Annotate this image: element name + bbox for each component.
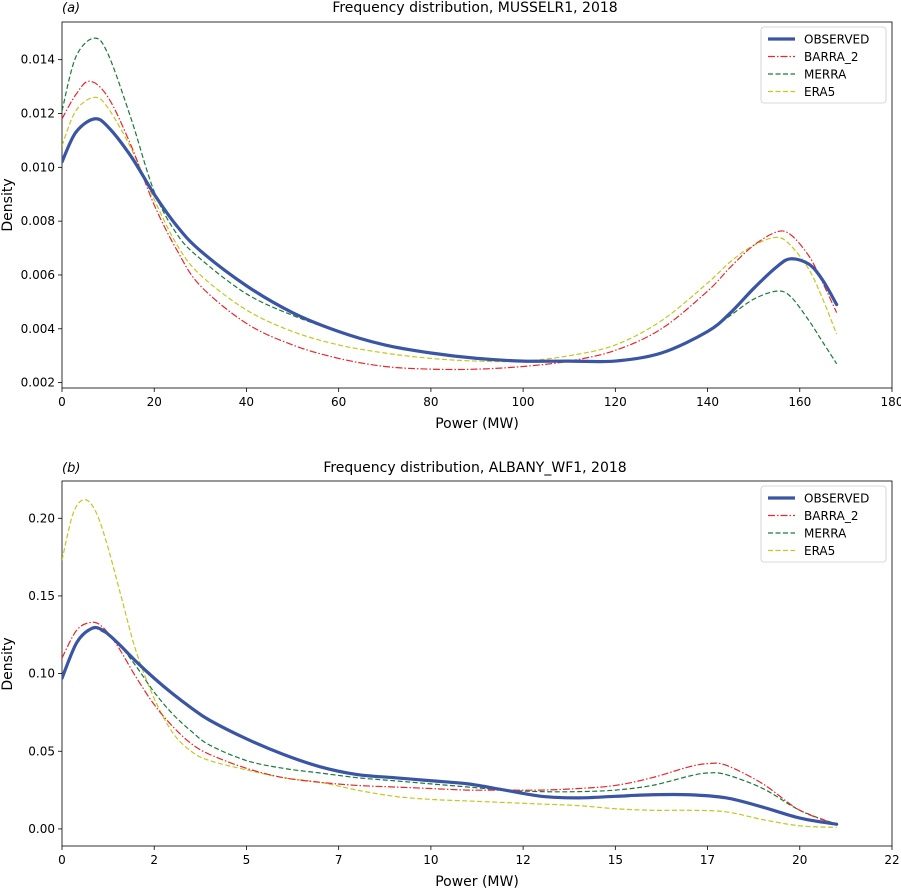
x-tick-label: 2 — [150, 853, 158, 867]
legend-label: BARRA_2 — [804, 50, 858, 64]
legend-label: MERRA — [804, 527, 847, 541]
x-axis-label: Power (MW) — [435, 874, 519, 890]
x-tick-label: 120 — [604, 395, 627, 409]
panel-a: (a) Frequency distribution, MUSSELR1, 20… — [0, 0, 901, 432]
x-tick-label: 60 — [331, 395, 346, 409]
y-tick-label: 0.012 — [21, 107, 55, 121]
series-line-barra-2 — [62, 621, 837, 825]
x-tick-label: 180 — [881, 395, 901, 409]
x-tick-label: 20 — [147, 395, 162, 409]
series-line-barra-2 — [62, 80, 838, 371]
x-tick-label: 22 — [884, 853, 899, 867]
y-tick-label: 0.10 — [28, 667, 55, 681]
x-tick-label: 15 — [608, 853, 623, 867]
series-line-observed — [62, 117, 839, 364]
x-tick-label: 160 — [788, 395, 811, 409]
y-tick-label: 0.20 — [28, 511, 55, 525]
series-line-era5 — [62, 96, 838, 363]
axis-ticks: 0 2 5 7 10 12 15 17 20 22 0.00 0.05 0.10 0.15 0.20 — [28, 511, 899, 867]
x-tick-label: 7 — [335, 853, 343, 867]
series-lines — [62, 499, 839, 828]
chart-title: Frequency distribution, ALBANY_WF1, 2018 — [323, 460, 626, 476]
y-axis-label: Density — [0, 637, 16, 690]
legend-label: ERA5 — [804, 544, 835, 558]
x-tick-label: 5 — [243, 853, 251, 867]
y-tick-label: 0.004 — [21, 322, 55, 336]
series-line-observed — [62, 625, 839, 826]
legend-label: OBSERVED — [804, 33, 869, 47]
series-line-era5 — [62, 499, 837, 828]
x-tick-label: 0 — [58, 853, 66, 867]
legend: OBSERVED BARRA_2 MERRA ERA5 — [760, 485, 887, 563]
x-tick-label: 140 — [696, 395, 719, 409]
legend-label: MERRA — [804, 68, 847, 82]
legend-label: BARRA_2 — [804, 509, 858, 523]
legend-box — [760, 26, 887, 104]
y-tick-label: 0.15 — [28, 589, 55, 603]
y-tick-label: 0.008 — [21, 214, 55, 228]
y-tick-label: 0.05 — [28, 744, 55, 758]
y-axis-label: Density — [0, 178, 16, 231]
x-tick-label: 100 — [512, 395, 535, 409]
panel-b: (b) Frequency distribution, ALBANY_WF1, … — [0, 460, 900, 890]
y-tick-label: 0.00 — [28, 822, 55, 836]
y-tick-label: 0.002 — [21, 376, 55, 390]
panel-label: (a) — [62, 1, 80, 16]
legend-label: OBSERVED — [804, 492, 869, 506]
x-axis-label: Power (MW) — [435, 416, 519, 432]
series-lines — [62, 37, 839, 371]
x-tick-label: 10 — [423, 853, 438, 867]
axis-ticks: 0 20 40 60 80 100 120 140 160 180 0.002 0.004 0.006 0… — [21, 53, 901, 409]
x-tick-label: 17 — [700, 853, 715, 867]
y-tick-label: 0.014 — [21, 53, 55, 67]
legend-box — [760, 485, 887, 563]
y-tick-label: 0.010 — [21, 160, 55, 174]
x-tick-label: 80 — [423, 395, 438, 409]
x-tick-label: 20 — [792, 853, 807, 867]
y-tick-label: 0.006 — [21, 268, 55, 282]
plot-area — [61, 21, 893, 389]
x-tick-label: 0 — [58, 395, 66, 409]
x-tick-label: 12 — [515, 853, 530, 867]
x-tick-label: 40 — [239, 395, 254, 409]
chart-title: Frequency distribution, MUSSELR1, 2018 — [332, 0, 617, 16]
legend-label: ERA5 — [804, 85, 835, 99]
legend: OBSERVED BARRA_2 MERRA ERA5 — [760, 26, 887, 104]
panel-label: (b) — [62, 461, 80, 476]
